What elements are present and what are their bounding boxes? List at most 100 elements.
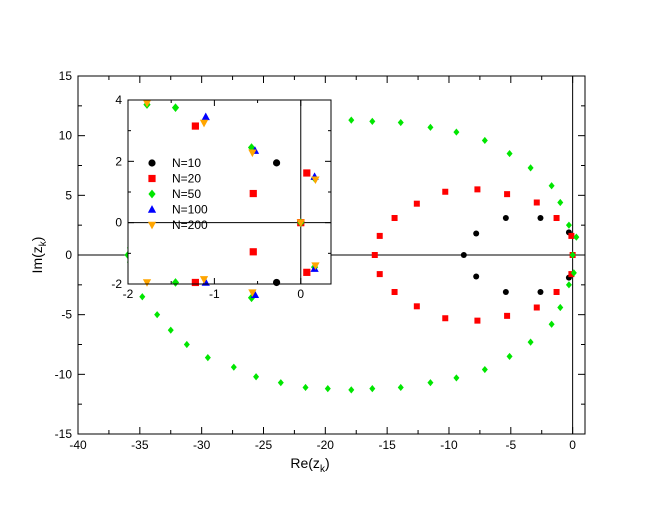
main-point-n50 bbox=[253, 373, 260, 381]
inset-point-n200 bbox=[142, 279, 152, 287]
main-point-n50 bbox=[453, 374, 460, 382]
x-tick-label: -20 bbox=[317, 438, 335, 452]
inset-point-n20 bbox=[249, 189, 257, 198]
inset-y-tick-label: 4 bbox=[115, 93, 122, 107]
inset-point-n200 bbox=[248, 149, 257, 158]
inset-point-n20 bbox=[303, 169, 311, 177]
main-point-n50 bbox=[204, 354, 211, 362]
main-point-n20 bbox=[391, 288, 398, 295]
main-point-n50 bbox=[481, 365, 488, 374]
inset-x-tick-label: 0 bbox=[297, 287, 304, 301]
y-tick-label: 15 bbox=[59, 69, 73, 83]
inset-point-n200 bbox=[296, 219, 305, 227]
x-tick-label: 0 bbox=[569, 438, 576, 452]
main-point-n50 bbox=[548, 182, 555, 190]
inset-background bbox=[128, 100, 331, 284]
x-tick-label: -40 bbox=[69, 438, 87, 452]
main-point-n50 bbox=[481, 136, 488, 145]
main-point-n20 bbox=[442, 315, 449, 322]
main-point-n50 bbox=[570, 269, 577, 277]
main-point-n20 bbox=[533, 304, 540, 311]
main-point-n50 bbox=[230, 363, 237, 371]
x-tick-label: -15 bbox=[378, 438, 396, 452]
legend-marker-n50 bbox=[148, 189, 156, 199]
x-tick-label: -5 bbox=[505, 438, 516, 452]
main-point-n50 bbox=[183, 340, 190, 349]
inset-point-n20 bbox=[249, 248, 257, 256]
inset-point-n20 bbox=[303, 268, 311, 276]
legend-label-n20: N=20 bbox=[172, 172, 201, 186]
main-point-n20 bbox=[568, 232, 575, 239]
inset-point-n50 bbox=[171, 278, 180, 287]
main-point-n50 bbox=[369, 117, 376, 125]
inset-plot-frame bbox=[127, 99, 332, 285]
inset-point-n20 bbox=[191, 278, 199, 287]
main-point-n20 bbox=[442, 188, 449, 195]
inset-x-tick-label: -2 bbox=[123, 287, 134, 301]
inset-point-n10 bbox=[272, 278, 281, 287]
main-point-n20 bbox=[371, 252, 378, 258]
main-point-n50 bbox=[427, 379, 434, 387]
y-tick-label: 10 bbox=[59, 129, 73, 143]
main-point-n50 bbox=[348, 116, 355, 124]
inset-point-n20 bbox=[191, 122, 199, 130]
x-axis-label: Re(zk) bbox=[290, 455, 329, 475]
inset-point-n200 bbox=[248, 289, 257, 297]
main-point-n20 bbox=[533, 199, 540, 206]
main-point-n10 bbox=[537, 288, 544, 295]
main-point-n50 bbox=[565, 221, 572, 229]
main-point-n10 bbox=[502, 215, 509, 222]
main-point-n50 bbox=[397, 383, 404, 392]
x-tick-label: -10 bbox=[440, 438, 458, 452]
main-point-n20 bbox=[376, 271, 383, 278]
main-point-n20 bbox=[413, 303, 420, 310]
main-point-n50 bbox=[324, 385, 331, 393]
main-point-n20 bbox=[504, 312, 511, 319]
main-point-n20 bbox=[553, 215, 560, 222]
legend-label-n200: N=200 bbox=[172, 218, 208, 232]
legend-marker-n20 bbox=[148, 174, 156, 183]
main-point-n50 bbox=[139, 293, 146, 301]
y-tick-label: -5 bbox=[61, 308, 72, 322]
y-tick-label: -15 bbox=[55, 427, 73, 441]
inset-point-n100 bbox=[250, 290, 260, 298]
main-point-n20 bbox=[376, 232, 383, 239]
main-point-n20 bbox=[553, 288, 560, 295]
inset-point-n200 bbox=[199, 119, 209, 128]
main-point-n10 bbox=[460, 252, 467, 258]
main-point-n10 bbox=[537, 215, 544, 222]
x-tick-label: -35 bbox=[131, 438, 149, 452]
main-point-n50 bbox=[527, 338, 534, 346]
main-point-n20 bbox=[474, 186, 481, 193]
main-point-n50 bbox=[397, 118, 404, 127]
legend-label-n50: N=50 bbox=[172, 187, 201, 201]
inset-y-tick-label: 2 bbox=[115, 154, 122, 168]
inset-y-tick-label: -2 bbox=[111, 277, 122, 291]
main-point-n50 bbox=[557, 303, 564, 312]
x-tick-label: -25 bbox=[255, 438, 273, 452]
main-point-n10 bbox=[502, 288, 509, 295]
inset-point-n50 bbox=[171, 103, 180, 112]
y-tick-label: 5 bbox=[65, 188, 72, 202]
main-point-n50 bbox=[506, 149, 513, 158]
main-point-n50 bbox=[569, 251, 576, 259]
legend-label-n100: N=100 bbox=[172, 203, 208, 217]
main-point-n50 bbox=[573, 233, 580, 241]
main-point-n50 bbox=[427, 123, 434, 131]
main-point-n50 bbox=[527, 164, 534, 172]
main-point-n50 bbox=[277, 379, 284, 387]
main-point-n50 bbox=[369, 385, 376, 393]
inset-point-n200 bbox=[142, 99, 152, 108]
legend-marker-n200 bbox=[147, 221, 157, 230]
inset-point-n100 bbox=[201, 112, 210, 121]
legend-marker-n100 bbox=[147, 205, 157, 213]
main-point-n50 bbox=[302, 383, 309, 392]
y-tick-label: 0 bbox=[65, 248, 72, 262]
main-point-n50 bbox=[348, 386, 355, 394]
inset-point-n200 bbox=[199, 276, 209, 284]
main-point-n20 bbox=[474, 317, 481, 324]
main-point-n50 bbox=[167, 326, 174, 334]
